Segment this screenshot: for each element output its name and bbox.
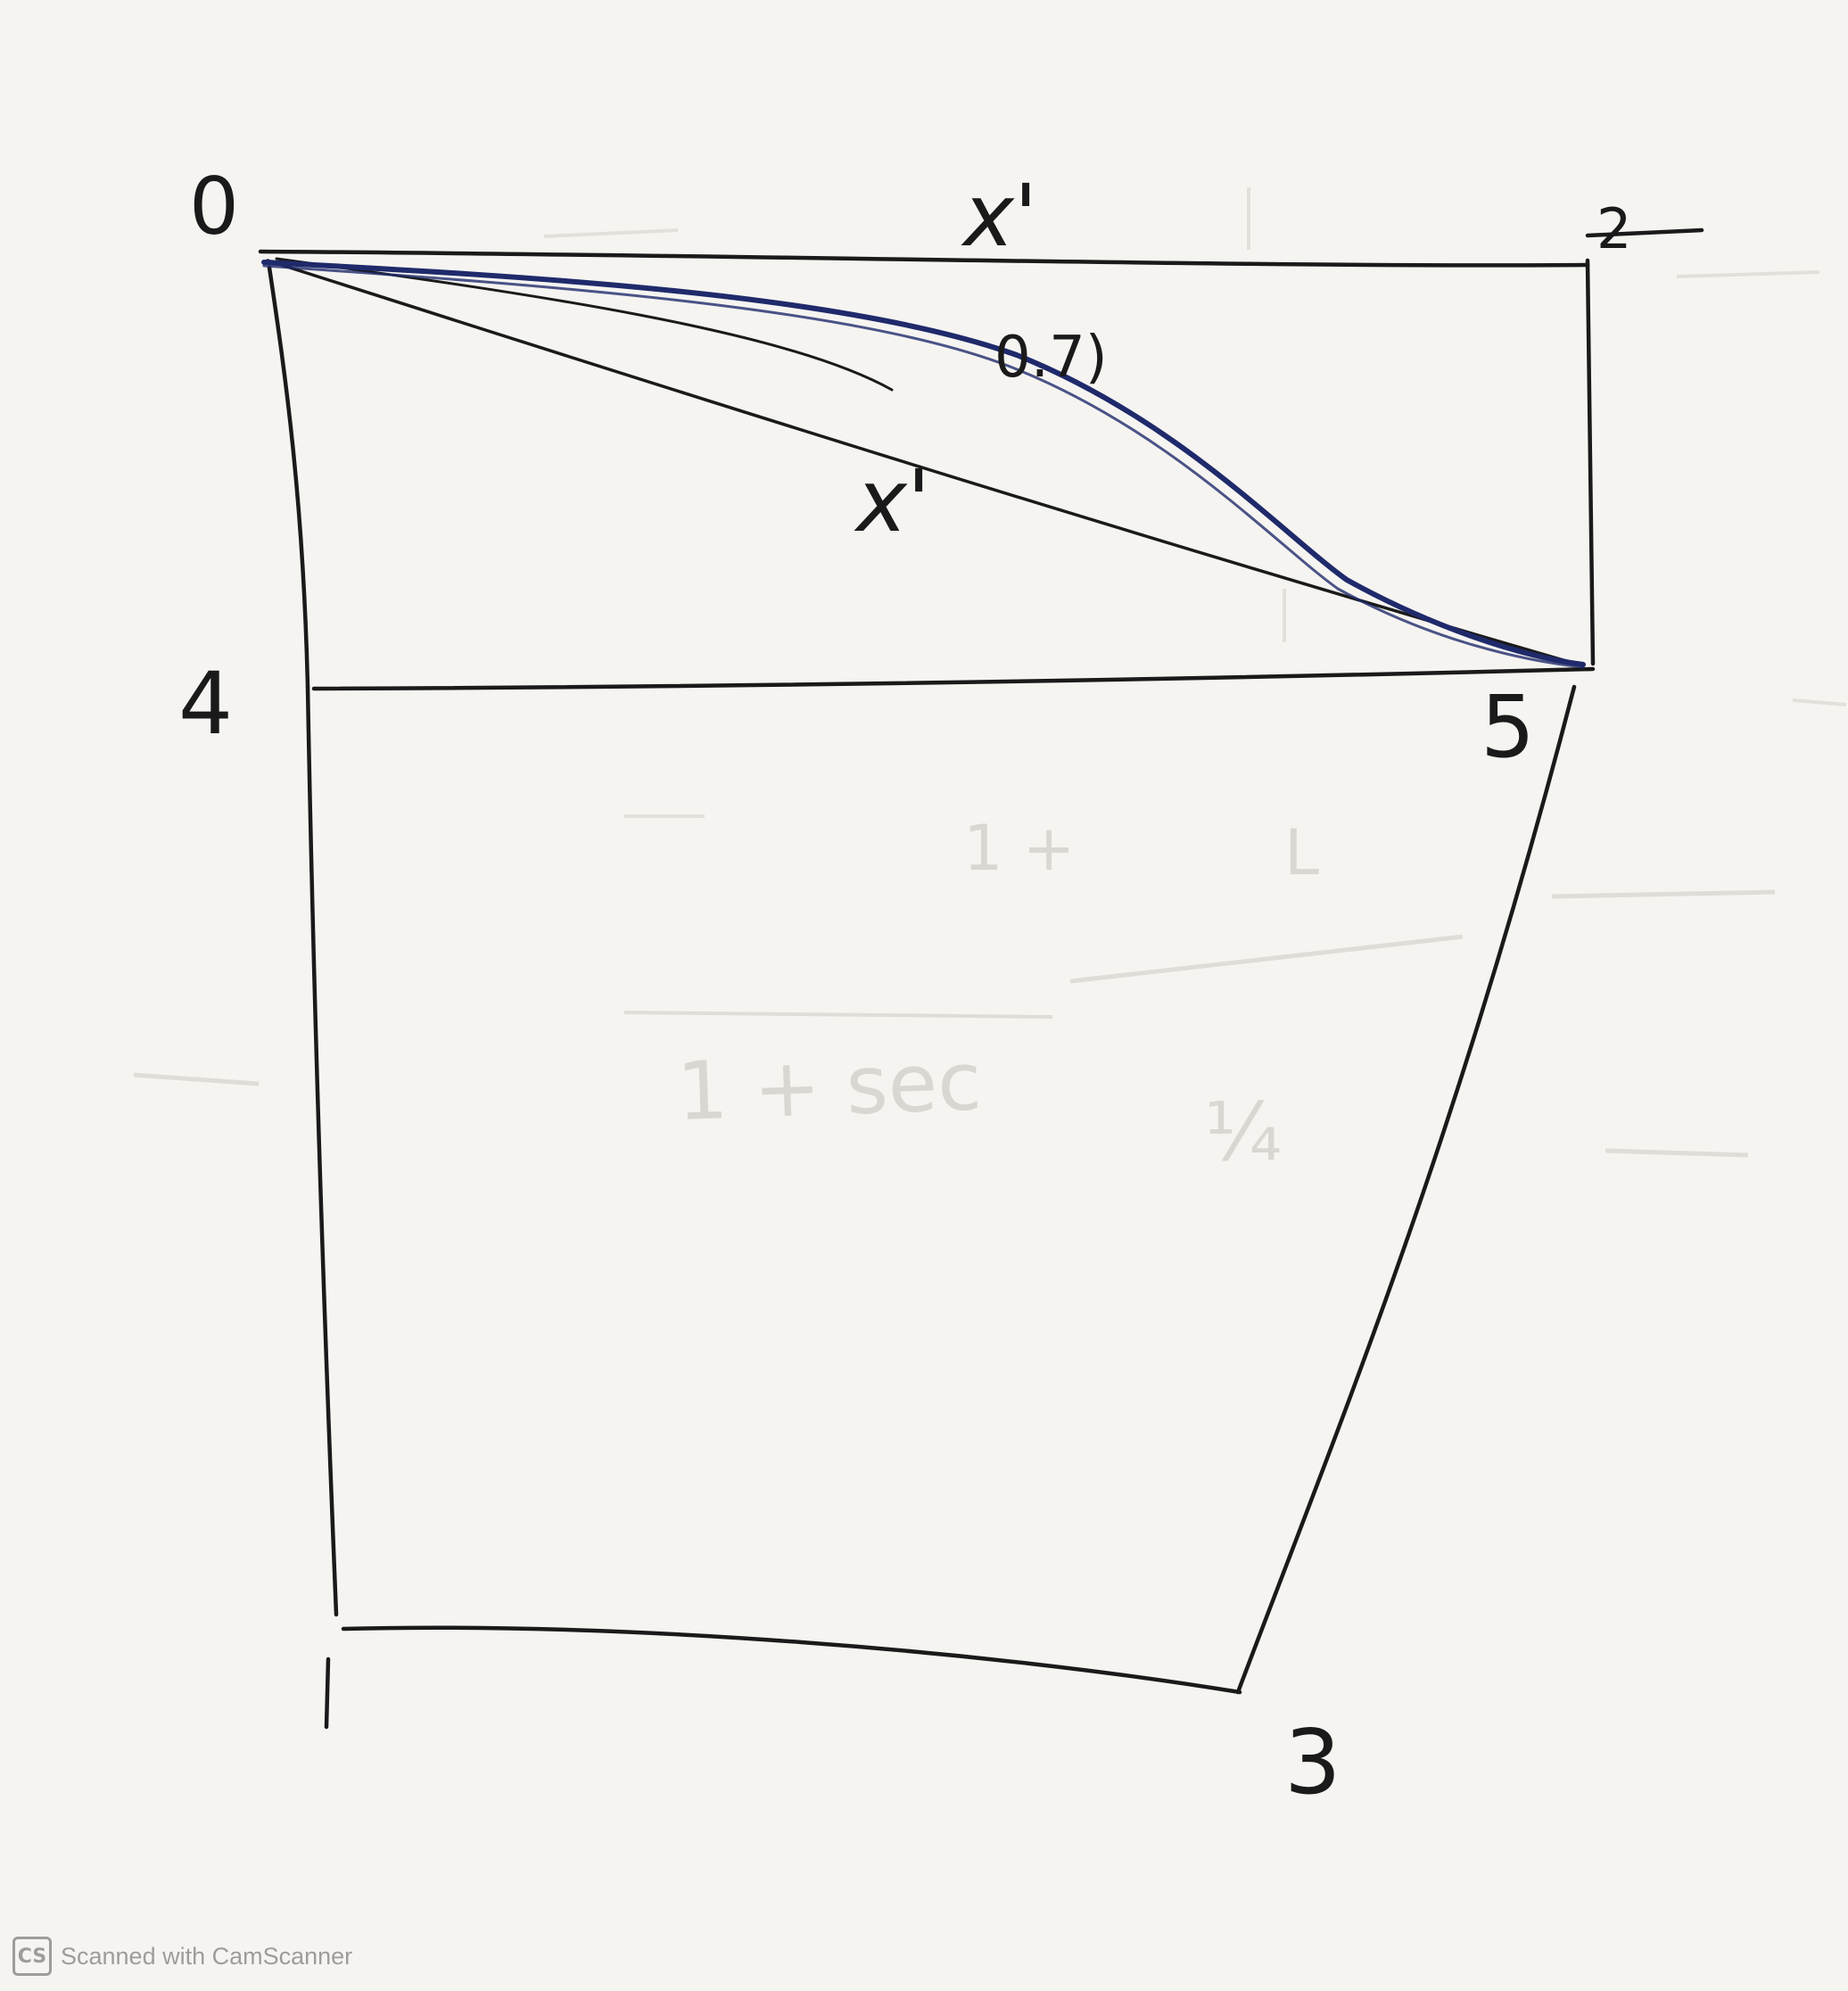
tick-1	[324, 1656, 331, 1730]
camscanner-logo-icon: CS	[12, 1937, 52, 1976]
svg-text:1 + sec: 1 + sec	[675, 1035, 983, 1139]
curve	[261, 260, 1586, 669]
svg-text:¼: ¼	[1204, 1086, 1282, 1179]
watermark-text: Scanned with CamScanner	[61, 1942, 353, 1970]
edge-3-5	[1235, 684, 1577, 1695]
edge-4-1	[305, 684, 339, 1617]
svg-text:L: L	[1284, 816, 1319, 889]
tick-2	[1585, 227, 1704, 238]
outline-edges	[258, 227, 1704, 1730]
bleed-through-marks: 1 + sec ¼ 1 + L	[133, 187, 1847, 1179]
label-curve-value: 0.7)	[994, 325, 1108, 391]
label-point-2: 2	[1596, 196, 1631, 261]
label-top-edge: x'	[961, 166, 1037, 266]
edge-0-4	[267, 265, 310, 690]
label-point-5: 5	[1481, 677, 1535, 777]
edge-1-3	[341, 1625, 1242, 1695]
curve-0-5-shadow	[262, 264, 1585, 669]
label-diagonal: x'	[854, 451, 930, 551]
label-point-4: 4	[178, 654, 233, 754]
label-point-0: 0	[189, 161, 239, 252]
curve-0-5	[261, 260, 1586, 667]
annotation-labels: x' x' 0.7)	[854, 166, 1108, 551]
edge-0-2	[258, 249, 1590, 268]
edge-2-5	[1585, 258, 1596, 666]
svg-text:1 +: 1 +	[963, 812, 1075, 885]
camscanner-watermark: CS Scanned with CamScanner	[12, 1936, 352, 1977]
inner-arc	[275, 257, 894, 392]
label-point-3: 3	[1284, 1710, 1341, 1814]
point-labels: 0 2 4 5 3 1	[178, 161, 1631, 1814]
edge-4-5	[311, 666, 1596, 691]
